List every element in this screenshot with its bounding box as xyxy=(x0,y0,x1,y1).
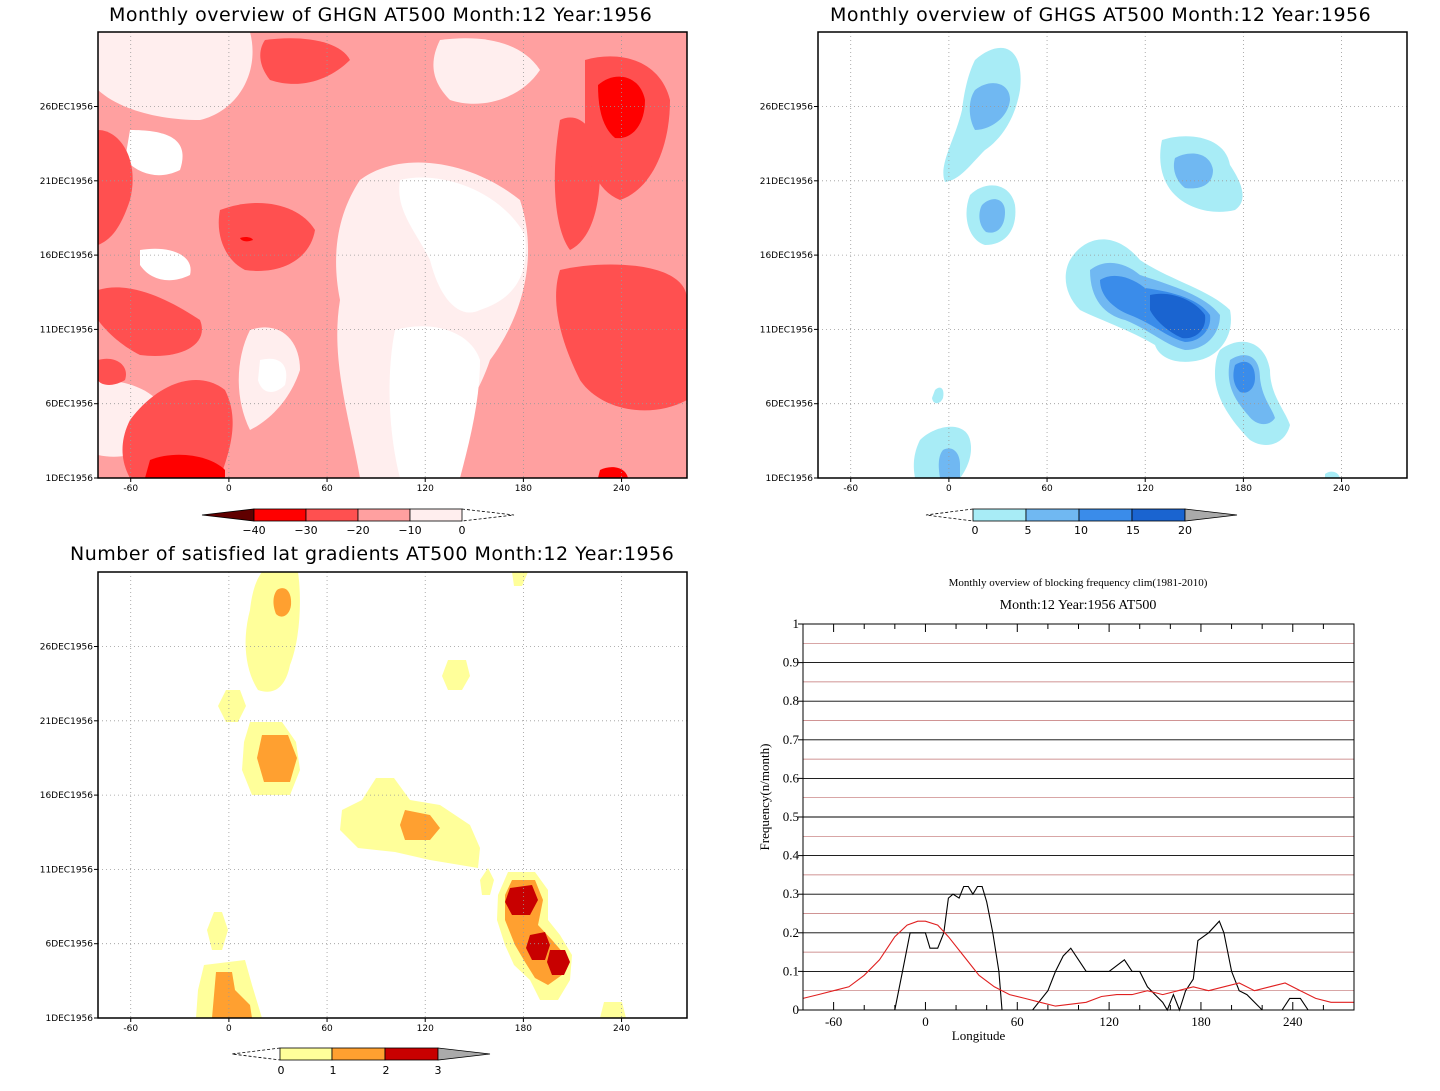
gradients-x-tick-label: -60 xyxy=(123,1024,138,1034)
frequency-x-tick-label: -60 xyxy=(825,1014,842,1029)
frequency-series-line-black xyxy=(894,885,1309,1012)
ghgs-title: Monthly overview of GHGS AT500 Month:12 … xyxy=(830,4,1372,26)
ghgn-y-tick-label: 11DEC1956 xyxy=(40,325,94,335)
ghgn-y-tick-label: 16DEC1956 xyxy=(40,251,94,261)
ghgn-contours xyxy=(98,32,687,478)
ghgn-cbar-label: −30 xyxy=(294,524,317,537)
gradients-y-tick-label: 16DEC1956 xyxy=(40,791,94,801)
ghgs-plot: -60 0 60 120 180 240 1DEC1956 6DEC1956 11DEC1956… xyxy=(760,31,1408,495)
frequency-y-tick-label: 0 xyxy=(793,1002,800,1017)
gradients-colorbar: 0 1 2 3 xyxy=(231,1047,491,1077)
gradients-axes: -60 0 60 120 180 240 1DEC1956 6DEC1956 11DEC1956… xyxy=(40,643,631,1035)
frequency-y-tick-label: 0.7 xyxy=(783,732,800,747)
gradients-y-tick-label: 6DEC1956 xyxy=(45,940,93,950)
ghgs-y-tick-label: 11DEC1956 xyxy=(760,325,814,335)
ghgn-y-tick-label: 21DEC1956 xyxy=(40,177,94,187)
frequency-gridlines xyxy=(803,642,1354,992)
ghgn-cbar-label: 0 xyxy=(459,524,466,537)
ghgs-x-tick-label: 120 xyxy=(1137,484,1154,494)
ghgn-x-tick-label: -60 xyxy=(123,484,138,494)
frequency-y-axis-label: Frequency(n/month) xyxy=(757,744,772,851)
ghgn-cbar-label: −40 xyxy=(242,524,265,537)
ghgn-x-tick-label: 240 xyxy=(613,484,630,494)
ghgs-y-tick-label: 1DEC1956 xyxy=(765,474,813,484)
ghgs-axes: -60 0 60 120 180 240 1DEC1956 6DEC1956 11DEC1956… xyxy=(760,103,1351,495)
frequency-plot: 0 0.1 0.2 0.3 0.4 0.5 0.6 0.7 0.8 0.9 1 -60 0 60 120 18… xyxy=(757,616,1355,1043)
frequency-x-tick-label: 240 xyxy=(1283,1014,1303,1029)
frequency-y-tick-label: 0.5 xyxy=(783,809,799,824)
frequency-x-axis-label: Longitude xyxy=(952,1028,1006,1043)
frequency-y-tick-label: 0.1 xyxy=(783,963,799,978)
frequency-title: Monthly overview of blocking frequency c… xyxy=(948,577,1208,589)
ghgn-cbar-label: −20 xyxy=(346,524,369,537)
ghgn-y-tick-label: 6DEC1956 xyxy=(45,400,93,410)
ghgn-x-tick-label: 180 xyxy=(515,484,532,494)
frequency-y-tick-label: 0.6 xyxy=(783,770,800,785)
ghgs-x-tick-label: 180 xyxy=(1235,484,1252,494)
gradients-x-tick-label: 120 xyxy=(417,1024,434,1034)
ghgn-title: Monthly overview of GHGN AT500 Month:12 … xyxy=(109,4,653,26)
gradients-cbar-label: 3 xyxy=(435,1064,442,1077)
ghgs-colorbar: 0 5 10 15 20 xyxy=(925,508,1238,537)
frequency-x-tick-label: 0 xyxy=(922,1014,929,1029)
ghgs-y-tick-label: 26DEC1956 xyxy=(760,103,814,113)
gradients-cbar-label: 2 xyxy=(383,1064,390,1077)
gradients-y-tick-label: 21DEC1956 xyxy=(40,717,94,727)
gradients-y-tick-label: 11DEC1956 xyxy=(40,865,94,875)
ghgs-cbar-label: 10 xyxy=(1074,524,1088,537)
gradients-x-tick-label: 180 xyxy=(515,1024,532,1034)
gradients-cbar-label: 0 xyxy=(278,1064,285,1077)
frequency-y-tick-label: 0.8 xyxy=(783,693,799,708)
frequency-axes: 0 0.1 0.2 0.3 0.4 0.5 0.6 0.7 0.8 0.9 1 -60 0 60 120 18… xyxy=(757,616,1324,1043)
gradients-x-tick-label: 240 xyxy=(613,1024,630,1034)
ghgs-y-tick-label: 6DEC1956 xyxy=(765,400,813,410)
ghgs-cbar-label: 0 xyxy=(972,524,979,537)
frequency-y-tick-label: 0.3 xyxy=(783,886,799,901)
frequency-series xyxy=(802,885,1354,1012)
frequency-x-tick-label: 120 xyxy=(1099,1014,1119,1029)
gradients-title: Number of satisfied lat gradients AT500 … xyxy=(70,543,675,565)
gradients-plot: -60 0 60 120 180 240 1DEC1956 6DEC1956 11DEC1956… xyxy=(40,571,688,1035)
frequency-y-tick-label: 0.2 xyxy=(783,925,799,940)
ghgs-cbar-label: 20 xyxy=(1178,524,1192,537)
ghgn-cbar-label: −10 xyxy=(398,524,421,537)
ghgn-axes: -60 0 60 120 180 240 1DEC1956 6DEC1956 11DEC1956… xyxy=(40,103,631,495)
frequency-series-line-red xyxy=(802,920,1354,1007)
frequency-x-tick-label: 60 xyxy=(1011,1014,1024,1029)
ghgs-cbar-label: 15 xyxy=(1126,524,1140,537)
gradients-x-tick-label: 0 xyxy=(226,1024,232,1034)
frequency-x-tick-label: 180 xyxy=(1191,1014,1211,1029)
ghgn-x-tick-label: 0 xyxy=(226,484,232,494)
frequency-y-tick-label: 0.4 xyxy=(783,848,800,863)
gradients-y-tick-label: 26DEC1956 xyxy=(40,643,94,653)
ghgn-y-tick-label: 26DEC1956 xyxy=(40,103,94,113)
ghgn-colorbar: −40 −30 −20 −10 0 xyxy=(201,508,515,537)
ghgs-x-tick-label: -60 xyxy=(843,484,858,494)
ghgs-y-tick-label: 21DEC1956 xyxy=(760,177,814,187)
gradients-x-tick-label: 60 xyxy=(321,1024,333,1034)
gradients-cbar-label: 1 xyxy=(330,1064,337,1077)
frequency-y-tick-label: 0.9 xyxy=(783,655,799,670)
ghgs-x-tick-label: 240 xyxy=(1333,484,1350,494)
gradients-y-tick-label: 1DEC1956 xyxy=(45,1014,93,1024)
ghgs-contours xyxy=(818,32,1407,478)
ghgs-x-tick-label: 0 xyxy=(946,484,952,494)
ghgn-x-tick-label: 60 xyxy=(321,484,333,494)
frequency-y-tick-label: 1 xyxy=(793,616,800,631)
ghgn-plot: -60 0 60 120 180 240 1DEC1956 6DEC1956 11DEC1956… xyxy=(40,31,688,495)
ghgs-y-tick-label: 16DEC1956 xyxy=(760,251,814,261)
ghgn-x-tick-label: 120 xyxy=(417,484,434,494)
ghgs-x-tick-label: 60 xyxy=(1041,484,1053,494)
ghgs-cbar-label: 5 xyxy=(1025,524,1032,537)
ghgn-y-tick-label: 1DEC1956 xyxy=(45,474,93,484)
frequency-subtitle: Month:12 Year:1956 AT500 xyxy=(999,598,1157,613)
